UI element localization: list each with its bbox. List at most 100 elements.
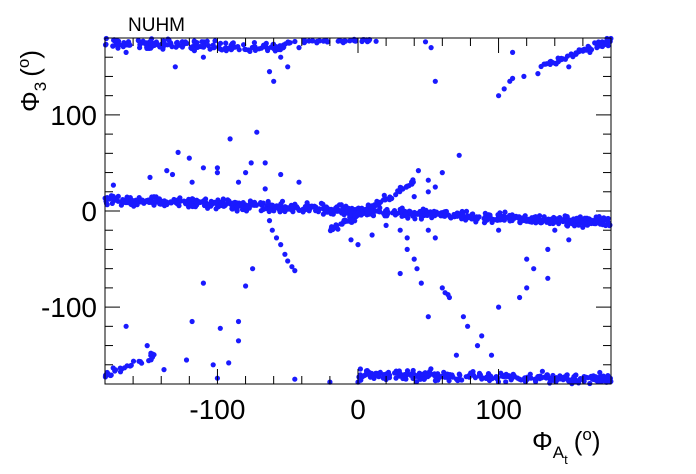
data-point (386, 372, 393, 378)
data-point (383, 222, 389, 228)
data-point (446, 294, 452, 301)
data-point (531, 266, 537, 272)
data-point (365, 37, 372, 43)
data-point (200, 198, 206, 204)
data-point (378, 199, 384, 205)
data-point (376, 373, 382, 379)
data-point (465, 323, 471, 329)
data-point (274, 44, 280, 50)
data-point (285, 206, 291, 212)
data-point (588, 217, 594, 223)
data-point (539, 368, 546, 374)
data-point (605, 43, 611, 49)
data-point (189, 318, 195, 325)
data-point (103, 41, 109, 47)
data-point (597, 369, 603, 376)
data-point (477, 372, 483, 378)
data-point (336, 208, 342, 214)
data-point (243, 205, 249, 211)
data-point (414, 211, 420, 217)
data-point (428, 366, 434, 372)
data-point (593, 374, 599, 380)
data-point (594, 45, 600, 51)
data-point (292, 38, 298, 45)
data-point (349, 217, 355, 223)
data-point (125, 196, 131, 202)
data-point (199, 39, 205, 45)
data-point (488, 352, 495, 358)
data-point (548, 58, 554, 64)
data-point (292, 376, 298, 382)
data-point (403, 210, 409, 217)
data-point (183, 357, 190, 363)
data-point (545, 216, 551, 222)
data-point (566, 64, 572, 70)
data-point (398, 185, 404, 191)
data-point (497, 210, 503, 216)
data-point (164, 168, 170, 174)
chart-title: NUHM (128, 15, 185, 36)
data-point (528, 375, 534, 381)
data-point (175, 149, 181, 155)
data-point (463, 374, 469, 380)
data-point (454, 210, 460, 216)
data-point (580, 224, 586, 230)
data-point (174, 40, 180, 46)
data-point (425, 177, 431, 183)
data-point (278, 242, 284, 248)
data-point (243, 170, 249, 176)
data-point (259, 202, 265, 208)
data-point (535, 71, 541, 77)
data-point (150, 351, 156, 357)
data-point (509, 75, 516, 81)
data-point (432, 184, 438, 190)
data-point (222, 202, 229, 208)
data-point (175, 200, 181, 206)
data-point (330, 226, 336, 233)
data-point (583, 374, 589, 380)
data-point (265, 47, 271, 54)
data-point (266, 218, 273, 224)
data-point (266, 69, 273, 75)
data-point (104, 202, 110, 208)
data-point (566, 237, 572, 243)
data-point (243, 283, 249, 289)
data-point (150, 42, 156, 48)
data-point (502, 209, 508, 215)
y-tick-label: 0 (81, 196, 97, 227)
data-point (248, 160, 254, 166)
data-point (576, 49, 582, 55)
data-point (341, 217, 347, 223)
data-point (191, 39, 197, 45)
data-point (399, 213, 405, 219)
data-point (533, 214, 539, 220)
data-point (210, 362, 216, 368)
data-point (423, 211, 429, 217)
data-point (155, 197, 161, 203)
data-point (576, 380, 582, 386)
data-point (604, 38, 610, 44)
data-point (516, 376, 522, 382)
data-point (431, 208, 437, 214)
data-point (479, 333, 485, 339)
data-point (368, 203, 374, 209)
data-point (439, 285, 445, 291)
data-point (415, 373, 421, 379)
data-point (553, 61, 559, 67)
data-point (347, 38, 353, 44)
data-point (468, 370, 474, 376)
data-point (494, 217, 500, 223)
data-point (130, 358, 137, 364)
data-point (449, 373, 455, 379)
data-point (355, 242, 361, 248)
data-point (403, 184, 409, 190)
data-point (398, 208, 404, 215)
data-points (102, 35, 614, 387)
data-point (410, 367, 416, 374)
data-point (425, 189, 431, 195)
data-point (189, 179, 195, 185)
data-point (223, 40, 229, 46)
data-point (509, 49, 516, 56)
data-point (381, 192, 387, 198)
data-point (123, 49, 129, 56)
